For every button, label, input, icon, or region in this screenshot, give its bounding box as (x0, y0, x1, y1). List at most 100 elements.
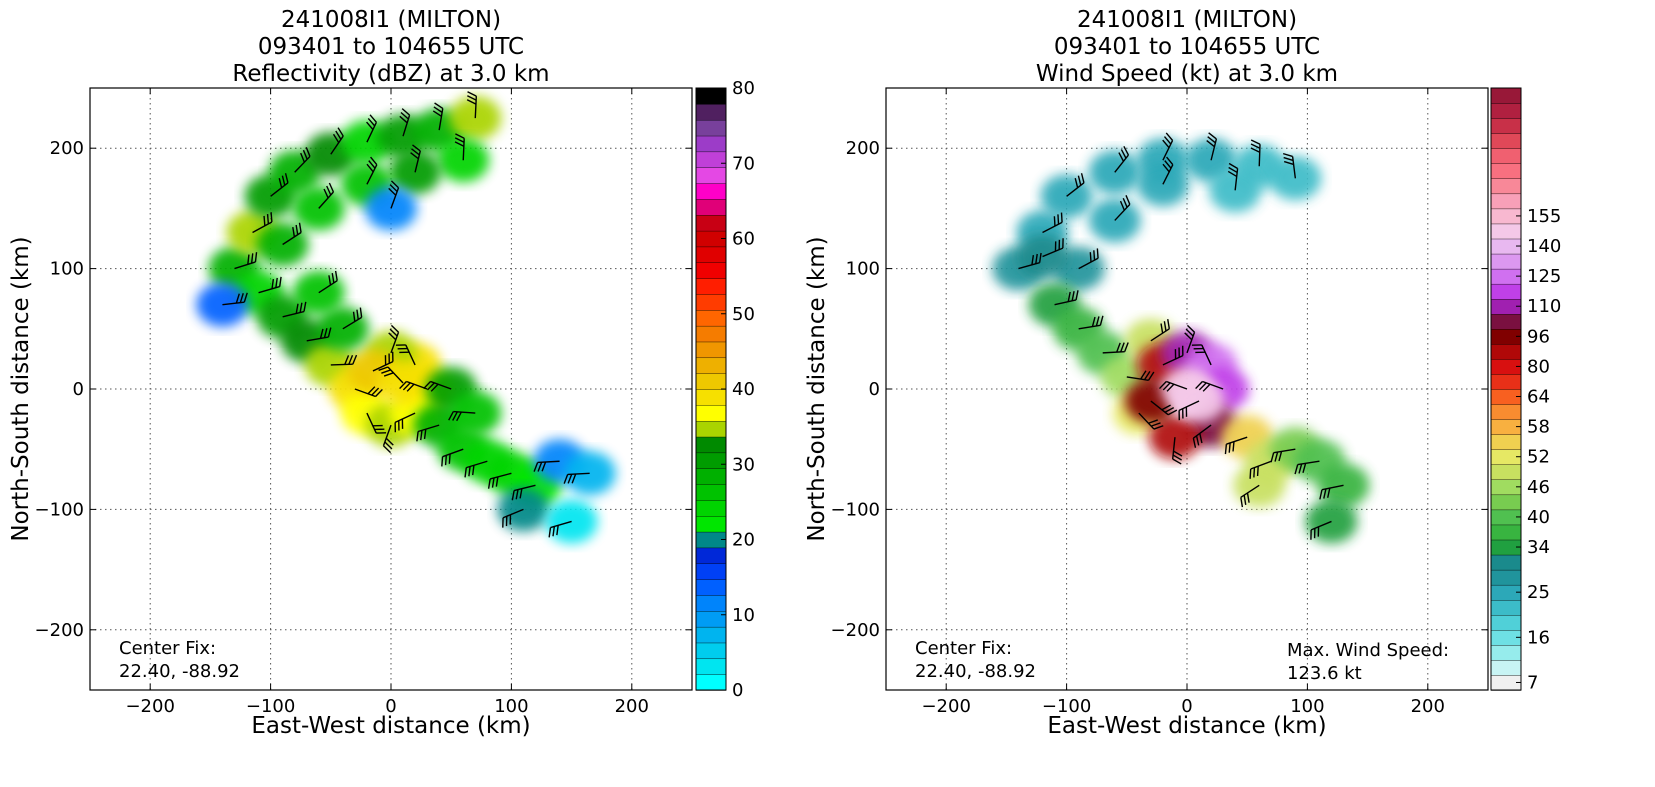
barb-flag (1123, 145, 1130, 156)
barb-flag (1091, 316, 1096, 327)
colorbar-segment (695, 499, 727, 517)
barb-flag (298, 222, 302, 233)
colorbar-segment (695, 119, 727, 137)
y-tick-label: −200 (35, 620, 84, 641)
wind-barb (1018, 252, 1042, 270)
colorbar-segment (695, 357, 727, 374)
barb-flag (295, 303, 299, 314)
barb-flag (426, 382, 435, 391)
barb-flag (1207, 136, 1216, 144)
barb-flag (1071, 291, 1075, 301)
y-tick-label: 200 (846, 138, 880, 159)
colorbar-segment (695, 436, 727, 454)
y-tick-label: 100 (846, 259, 880, 280)
barb-flag (1313, 528, 1316, 539)
barb-flag (381, 369, 391, 374)
colorbar-segment (695, 214, 727, 232)
barb-flag (1057, 214, 1060, 225)
colorbar-segment (1490, 524, 1522, 541)
barb-flag (1317, 526, 1320, 537)
wind-barb (394, 412, 416, 433)
wind-barb (1224, 436, 1248, 455)
barb-flag (1173, 450, 1183, 457)
barb-flag (1162, 163, 1170, 173)
colorbar-segment (695, 673, 727, 691)
barb-flag (420, 430, 423, 441)
barb-flag (1283, 156, 1294, 162)
wind-barb (1270, 448, 1296, 463)
barb-flag (254, 252, 258, 263)
barb-flag (567, 473, 573, 484)
barb-flag (1162, 382, 1171, 391)
title-line-1: 241008I1 (MILTON) (1076, 7, 1298, 33)
colorbar-segment (1490, 554, 1522, 571)
wind-barb (1150, 400, 1178, 416)
x-axis-label: East-West distance (km) (251, 713, 530, 739)
barb-flag (359, 307, 363, 318)
barb-flag (1250, 147, 1261, 153)
wind-barb (388, 180, 400, 209)
barb-flag (402, 382, 411, 391)
barb-flag (511, 490, 515, 501)
barb-flag (537, 461, 543, 472)
barb-flag (1274, 451, 1279, 462)
wind-barb (1150, 318, 1170, 342)
y-tick-label: 200 (50, 138, 84, 159)
colorbar-segment (695, 468, 727, 485)
barb-flag (1206, 140, 1215, 148)
barb-flag (1166, 383, 1175, 392)
barb-flag (1067, 291, 1071, 302)
barb-flag (1195, 351, 1206, 354)
wind-barb (410, 144, 421, 173)
wind-barb (234, 252, 258, 270)
x-tick-label: −200 (125, 696, 174, 717)
x-tick-label: −200 (921, 696, 970, 717)
max-wind-label: Max. Wind Speed: (1287, 640, 1449, 661)
wind-barb (222, 292, 248, 306)
barb-flag (1164, 160, 1172, 169)
data-point (1233, 463, 1286, 508)
center-fix-label: Center Fix: (119, 638, 216, 659)
barb-flag (467, 95, 477, 101)
barb-flag (1053, 216, 1056, 227)
barb-flag (556, 525, 559, 536)
barb-flag (1166, 156, 1174, 166)
barb-flag (1181, 345, 1184, 356)
center-fix-value: 22.40, -88.92 (915, 661, 1036, 682)
barb-flag (1167, 409, 1178, 416)
wind-barb (318, 182, 335, 209)
barb-flag (389, 184, 398, 192)
barb-flag (1199, 433, 1203, 444)
wind-barb (330, 354, 358, 366)
x-tick-label: 100 (494, 696, 528, 717)
barb-flag (370, 156, 378, 166)
x-tick-label: −100 (246, 696, 295, 717)
axis-ticks: −200 −100 0 100 200 −200 −100 0 100 200 (35, 88, 692, 717)
wind-barb (354, 386, 383, 398)
colorbar-segment (695, 277, 727, 295)
barb-flag (356, 309, 359, 320)
colorbar: 0 10 20 30 40 50 60 70 80 (695, 78, 755, 701)
barb-flag (390, 324, 400, 333)
barb-flag (401, 108, 411, 116)
barb-flag (392, 351, 394, 362)
barb-flag (372, 424, 383, 427)
barb-flag (292, 227, 296, 237)
barb-flag (423, 429, 427, 440)
colorbar-segment (1490, 117, 1522, 134)
barb-flag (1278, 451, 1283, 462)
barb-flag (533, 462, 539, 472)
wind-barb (1206, 132, 1218, 161)
barb-flag (1184, 332, 1193, 341)
wind-barb (1054, 290, 1079, 306)
wind-barb (1102, 342, 1129, 354)
barb-flag (1249, 468, 1252, 479)
barb-flag (441, 456, 444, 467)
wind-barb (366, 156, 378, 185)
barb-flag (448, 411, 454, 421)
x-tick-label: 100 (1290, 696, 1324, 717)
barb-flag (406, 383, 415, 392)
colorbar-segment (1490, 599, 1522, 616)
axis-ticks: −200 −100 0 100 200 −200 −100 0 100 200 (831, 88, 1488, 717)
